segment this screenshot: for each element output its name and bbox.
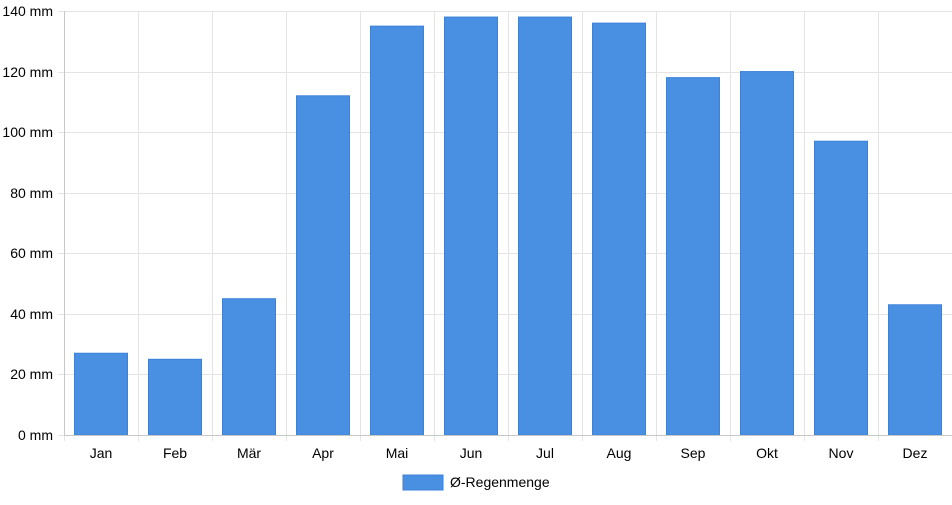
bar-Jun[interactable] xyxy=(444,16,498,436)
x-tick-label: Mär xyxy=(237,445,261,461)
bar-Jul[interactable] xyxy=(518,16,572,436)
bar-Mär[interactable] xyxy=(222,298,276,436)
bar-Aug[interactable] xyxy=(592,22,646,436)
x-tick-label: Jun xyxy=(460,445,483,461)
y-tick-label: 40 mm xyxy=(10,306,53,322)
bar-Dez[interactable] xyxy=(888,304,942,436)
grid-lines xyxy=(58,11,952,441)
axes xyxy=(64,11,952,436)
x-axis-tick-labels: Jan Feb Mär Apr Mai Jun Jul Aug Sep Okt Nov Dez xyxy=(90,445,928,461)
x-tick-label: Sep xyxy=(681,445,706,461)
bar-Okt[interactable] xyxy=(740,71,794,436)
legend-label[interactable]: Ø-Regenmenge xyxy=(450,474,550,490)
y-tick-label: 20 mm xyxy=(10,366,53,382)
x-tick-label: Feb xyxy=(163,445,187,461)
y-tick-label: 140 mm xyxy=(2,3,53,19)
y-axis-tick-labels: 0 mm 20 mm 40 mm 60 mm 80 mm 100 mm 120 mm 140 … xyxy=(2,3,53,443)
y-tick-label: 80 mm xyxy=(10,185,53,201)
bars xyxy=(74,16,942,436)
bar-Sep[interactable] xyxy=(666,77,720,436)
bar-Apr[interactable] xyxy=(296,95,350,436)
legend-swatch[interactable] xyxy=(402,474,444,491)
x-tick-label: Mai xyxy=(386,445,409,461)
x-tick-label: Jul xyxy=(536,445,554,461)
bar-Mai[interactable] xyxy=(370,25,424,436)
x-tick-label: Nov xyxy=(829,445,854,461)
legend[interactable]: Ø-Regenmenge xyxy=(402,474,550,491)
y-tick-label: 100 mm xyxy=(2,124,53,140)
x-tick-label: Dez xyxy=(903,445,928,461)
bar-Jan[interactable] xyxy=(74,352,128,436)
x-tick-label: Jan xyxy=(90,445,113,461)
x-tick-label: Apr xyxy=(312,445,334,461)
x-tick-label: Aug xyxy=(607,445,632,461)
y-tick-label: 60 mm xyxy=(10,245,53,261)
y-tick-label: 120 mm xyxy=(2,64,53,80)
bar-Nov[interactable] xyxy=(814,140,868,436)
bar-Feb[interactable] xyxy=(148,358,202,436)
y-tick-label: 0 mm xyxy=(18,427,53,443)
x-tick-label: Okt xyxy=(756,445,778,461)
